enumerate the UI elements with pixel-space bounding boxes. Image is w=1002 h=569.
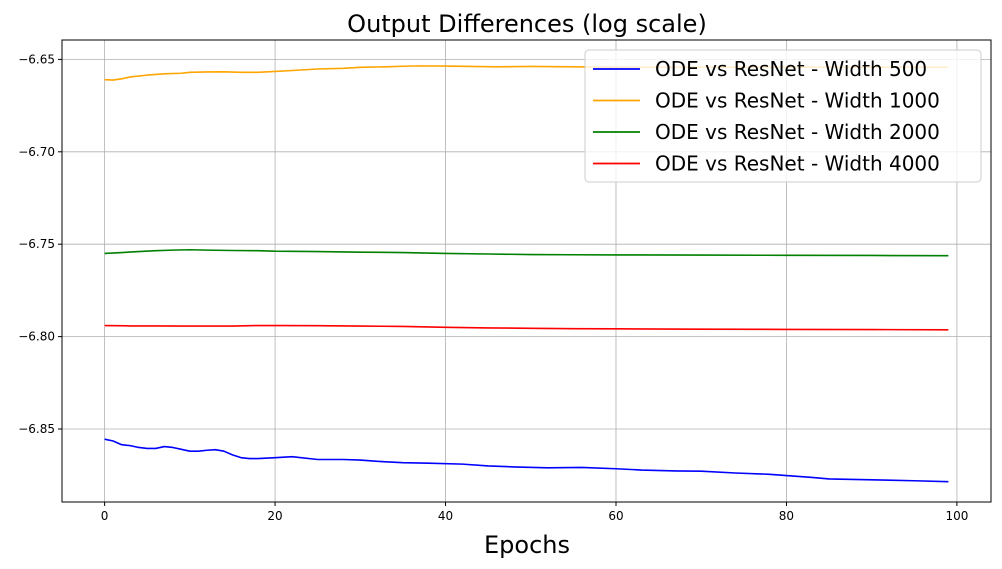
legend-box <box>584 49 982 183</box>
plot-frame <box>61 39 992 503</box>
ticks: 0 20 40 60 80 100 −6.65 −6.70 −6.75 −6.80 −6.85 <box>18 52 968 523</box>
legend-label-2: ODE vs ResNet - Width 1000 <box>655 89 940 113</box>
y-tick-label: −6.65 <box>18 52 55 66</box>
series-line-3 <box>104 248 949 257</box>
y-tick-label: −6.70 <box>18 145 55 159</box>
x-tick-label: 80 <box>779 509 794 523</box>
x-tick-label: 20 <box>267 509 282 523</box>
x-tick-label: 40 <box>438 509 453 523</box>
x-tick-label: 60 <box>608 509 623 523</box>
y-tick-label: −6.80 <box>18 330 55 344</box>
series-line-4 <box>104 324 949 331</box>
chart-title: Output Differences (log scale) <box>347 10 707 38</box>
y-tick-label: −6.85 <box>18 422 55 436</box>
x-tick-label: 0 <box>101 509 109 523</box>
legend-label-4: ODE vs ResNet - Width 4000 <box>655 152 940 176</box>
series-line-1 <box>104 438 949 483</box>
x-axis-title: Epochs <box>484 531 570 559</box>
y-tick-label: −6.75 <box>18 237 55 251</box>
legend-label-1: ODE vs ResNet - Width 500 <box>655 57 927 81</box>
legend-label-3: ODE vs ResNet - Width 2000 <box>655 120 940 144</box>
x-tick-label: 100 <box>945 509 968 523</box>
legend: ODE vs ResNet - Width 500 ODE vs ResNet -… <box>584 49 982 183</box>
